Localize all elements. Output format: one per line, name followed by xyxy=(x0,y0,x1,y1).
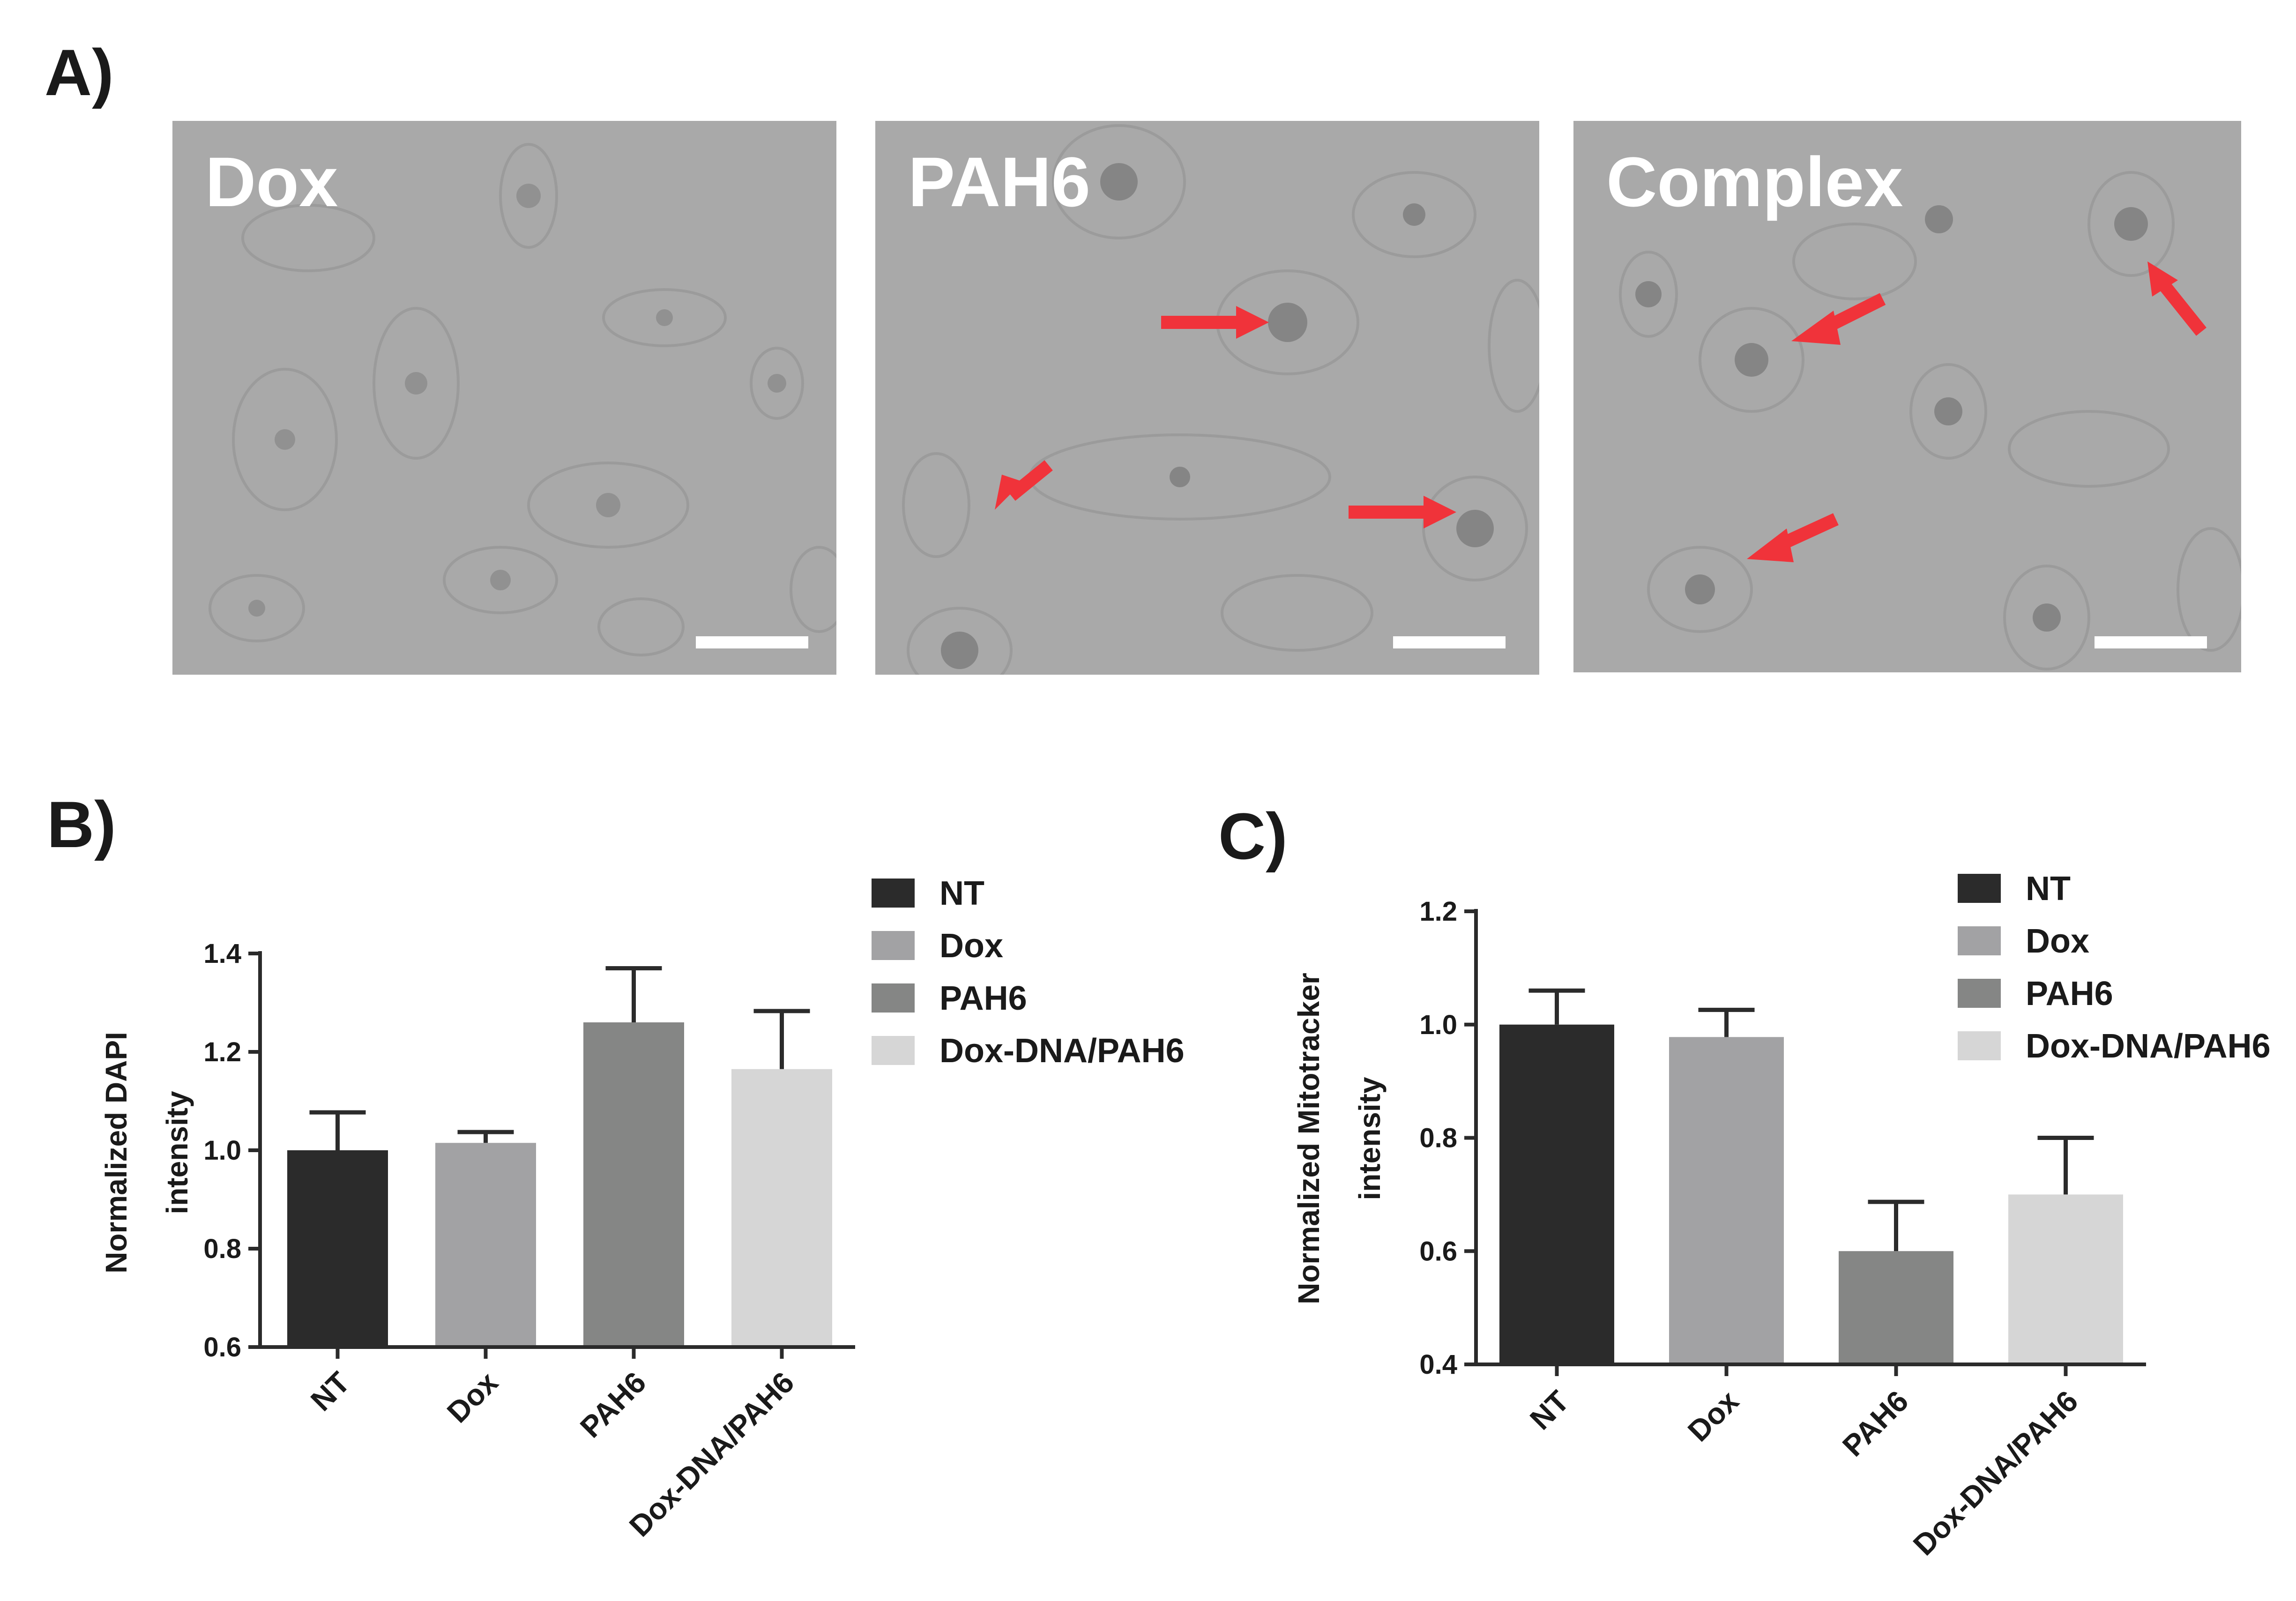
cell-texture xyxy=(209,143,836,656)
bar-dox xyxy=(435,1143,536,1347)
y-tick-label: 1.2 xyxy=(203,1037,241,1067)
cell-texture xyxy=(1619,171,2241,670)
scale-bar xyxy=(1393,636,1506,648)
legend-label: Dox-DNA/PAH6 xyxy=(2026,1028,2271,1065)
y-tick-label: 0.6 xyxy=(203,1332,241,1363)
y-axis-title: Normalized DAPI xyxy=(99,1032,133,1273)
y-axis-title: intensity xyxy=(160,1091,194,1214)
legend-label: Dox-DNA/PAH6 xyxy=(939,1032,1185,1070)
y-tick-label: 1.2 xyxy=(1419,896,1457,927)
micrograph-title: Complex xyxy=(1606,142,1903,221)
bar-pah6 xyxy=(583,1022,684,1347)
bar-pah6 xyxy=(1839,1251,1953,1364)
category-label: NT xyxy=(1523,1384,1575,1436)
chart-1: NT Dox PAH6Dox-DNA/PAH60.40.60.81.01.2Norm… xyxy=(1292,870,2271,1562)
y-tick-label: 1.0 xyxy=(1419,1010,1457,1040)
legend-swatch xyxy=(872,1036,915,1065)
scale-bar xyxy=(696,636,808,648)
bar-nt xyxy=(287,1150,388,1347)
y-tick-label: 0.4 xyxy=(1419,1349,1457,1380)
bar-dox-dna-pah6 xyxy=(2008,1194,2123,1364)
legend-label: NT xyxy=(2026,870,2071,908)
legend-swatch xyxy=(1958,1031,2001,1060)
category-label: NT xyxy=(304,1365,356,1417)
category-label: Dox xyxy=(440,1365,505,1430)
bar-dox-dna-pah6 xyxy=(731,1069,832,1347)
legend-label: PAH6 xyxy=(2026,975,2113,1013)
legend-swatch xyxy=(1958,926,2001,955)
bar-dox xyxy=(1669,1037,1784,1364)
micrograph-pah6: PAH6 xyxy=(875,121,1539,675)
micrograph-title: PAH6 xyxy=(908,142,1090,221)
micrograph-dox: Dox xyxy=(172,121,836,675)
legend-label: PAH6 xyxy=(939,980,1027,1017)
red-arrows xyxy=(1747,261,2207,562)
chart-0: NT Dox PAH6Dox-DNA/PAH60.60.81.01.21.4Norm… xyxy=(99,875,1185,1543)
cell-texture xyxy=(902,124,1539,675)
category-label: PAH6 xyxy=(574,1365,652,1444)
red-arrows xyxy=(995,306,1456,529)
y-tick-label: 0.8 xyxy=(203,1234,241,1264)
micrograph-complex: Complex xyxy=(1573,121,2241,672)
panel-label-b: B) xyxy=(47,788,116,861)
y-tick-label: 0.8 xyxy=(1419,1123,1457,1154)
legend-swatch xyxy=(1958,979,2001,1008)
legend-swatch xyxy=(872,879,915,908)
bar-nt xyxy=(1499,1024,1614,1364)
y-tick-label: 1.4 xyxy=(203,938,241,969)
legend-swatch xyxy=(1958,874,2001,903)
panel-label-a: A) xyxy=(45,36,114,109)
panel-label-c: C) xyxy=(1218,799,1288,873)
scale-bar xyxy=(2095,636,2207,648)
micrograph-title: Dox xyxy=(205,142,338,221)
legend-swatch xyxy=(872,931,915,960)
category-label: Dox-DNA/PAH6 xyxy=(623,1365,800,1543)
category-label: Dox-DNA/PAH6 xyxy=(1907,1384,2084,1562)
y-tick-label: 0.6 xyxy=(1419,1236,1457,1266)
legend-swatch xyxy=(872,983,915,1013)
category-label: Dox xyxy=(1681,1384,1745,1448)
legend-label: Dox xyxy=(939,927,1003,965)
y-tick-label: 1.0 xyxy=(203,1135,241,1166)
y-axis-title: Normalized Mitotracker xyxy=(1292,973,1326,1304)
y-axis-title: intensity xyxy=(1353,1077,1387,1200)
legend-label: NT xyxy=(939,875,984,912)
legend-label: Dox xyxy=(2026,923,2089,960)
category-label: PAH6 xyxy=(1836,1384,1915,1463)
